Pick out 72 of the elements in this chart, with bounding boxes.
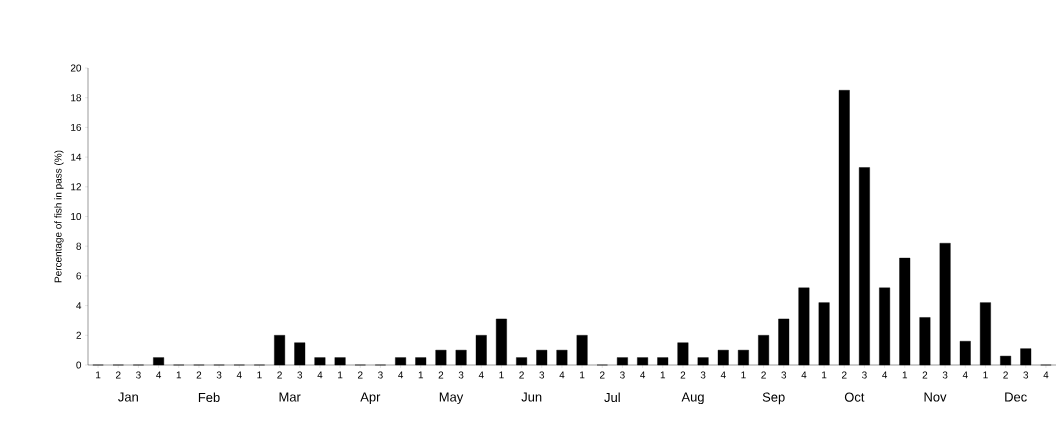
x-tick-label: 1 [176,371,182,379]
x-tick-label: 2 [922,371,928,379]
x-tick-label: 4 [559,371,565,379]
text: Apr [360,392,381,405]
x-tick-label: 1 [338,371,343,379]
x-tick-label: 2 [680,371,686,379]
x-tick-label: 3 [458,371,464,379]
x-tick-label: 1 [902,371,908,379]
x-tick-label: 3 [942,371,948,379]
x-tick-label: 1 [983,371,988,379]
x-tick-label: 2 [599,371,605,379]
x-tick-label: 3 [136,371,141,379]
x-tick-label: 4 [236,371,242,379]
y-tick-label: 18 [71,94,82,102]
x-tick-label: 4 [640,371,646,379]
text: Jul [604,392,620,403]
x-tick-label: 4 [478,371,484,379]
text: Mar [279,392,301,402]
y-tick-label: 0 [76,361,82,369]
y-tick-label: 8 [76,242,82,250]
x-tick-label: 3 [378,371,383,379]
x-tick-label: 2 [115,371,121,379]
y-tick-label: 12 [71,183,81,191]
x-tick-label: 2 [438,371,444,379]
x-tick-label: 3 [620,371,625,379]
x-tick-label: 2 [357,371,363,379]
x-tick-label: 1 [580,371,585,379]
text: Nov [924,392,947,402]
x-tick-label: 3 [700,371,706,379]
y-tick-label: 14 [71,153,82,161]
text: Feb [198,392,220,403]
x-tick-label: 4 [882,371,888,379]
x-tick-label: 1 [741,371,746,379]
x-tick-label: 1 [257,371,262,379]
y-tick-label: 2 [76,331,81,339]
x-tick-label: 1 [96,371,101,379]
text: May [439,392,464,405]
x-tick-label: 1 [418,371,424,379]
x-tick-label: 2 [519,371,524,379]
y-tick-label: 6 [76,272,82,280]
y-tick-label: 10 [71,212,82,221]
x-tick-label: 4 [398,371,404,379]
y-tick-label: 4 [76,302,82,310]
x-tick-label: 2 [1003,371,1008,379]
y-tick-label: 16 [71,123,82,131]
x-tick-label: 4 [1043,371,1049,379]
x-tick-label: 1 [660,371,666,379]
x-tick-label: 4 [962,371,968,379]
x-tick-label: 1 [822,371,827,379]
x-tick-label: 2 [277,371,282,379]
y-axis-title: Percentage of fish in pass (%) [54,150,64,283]
x-tick-label: 2 [761,371,766,379]
x-tick-label: 2 [196,371,202,379]
x-tick-label: 4 [801,371,807,379]
text: Dec [1005,392,1027,402]
x-tick-label: 4 [156,371,162,379]
x-tick-label: 3 [297,371,303,379]
text: Jun [521,392,542,402]
text: Sep [762,392,785,405]
y-tick-label: 20 [70,64,82,72]
x-tick-label: 3 [1023,371,1029,379]
x-tick-label: 3 [216,371,222,379]
x-tick-label: 1 [499,371,504,379]
x-tick-label: 3 [781,371,787,379]
text: Jan [118,392,138,402]
x-tick-label: 2 [841,371,847,379]
x-tick-label: 4 [317,371,323,379]
x-tick-label: 3 [539,371,545,379]
x-tick-label: 3 [862,371,867,379]
text: Aug [681,392,704,405]
text: Oct [844,392,865,402]
x-tick-label: 4 [720,371,726,379]
